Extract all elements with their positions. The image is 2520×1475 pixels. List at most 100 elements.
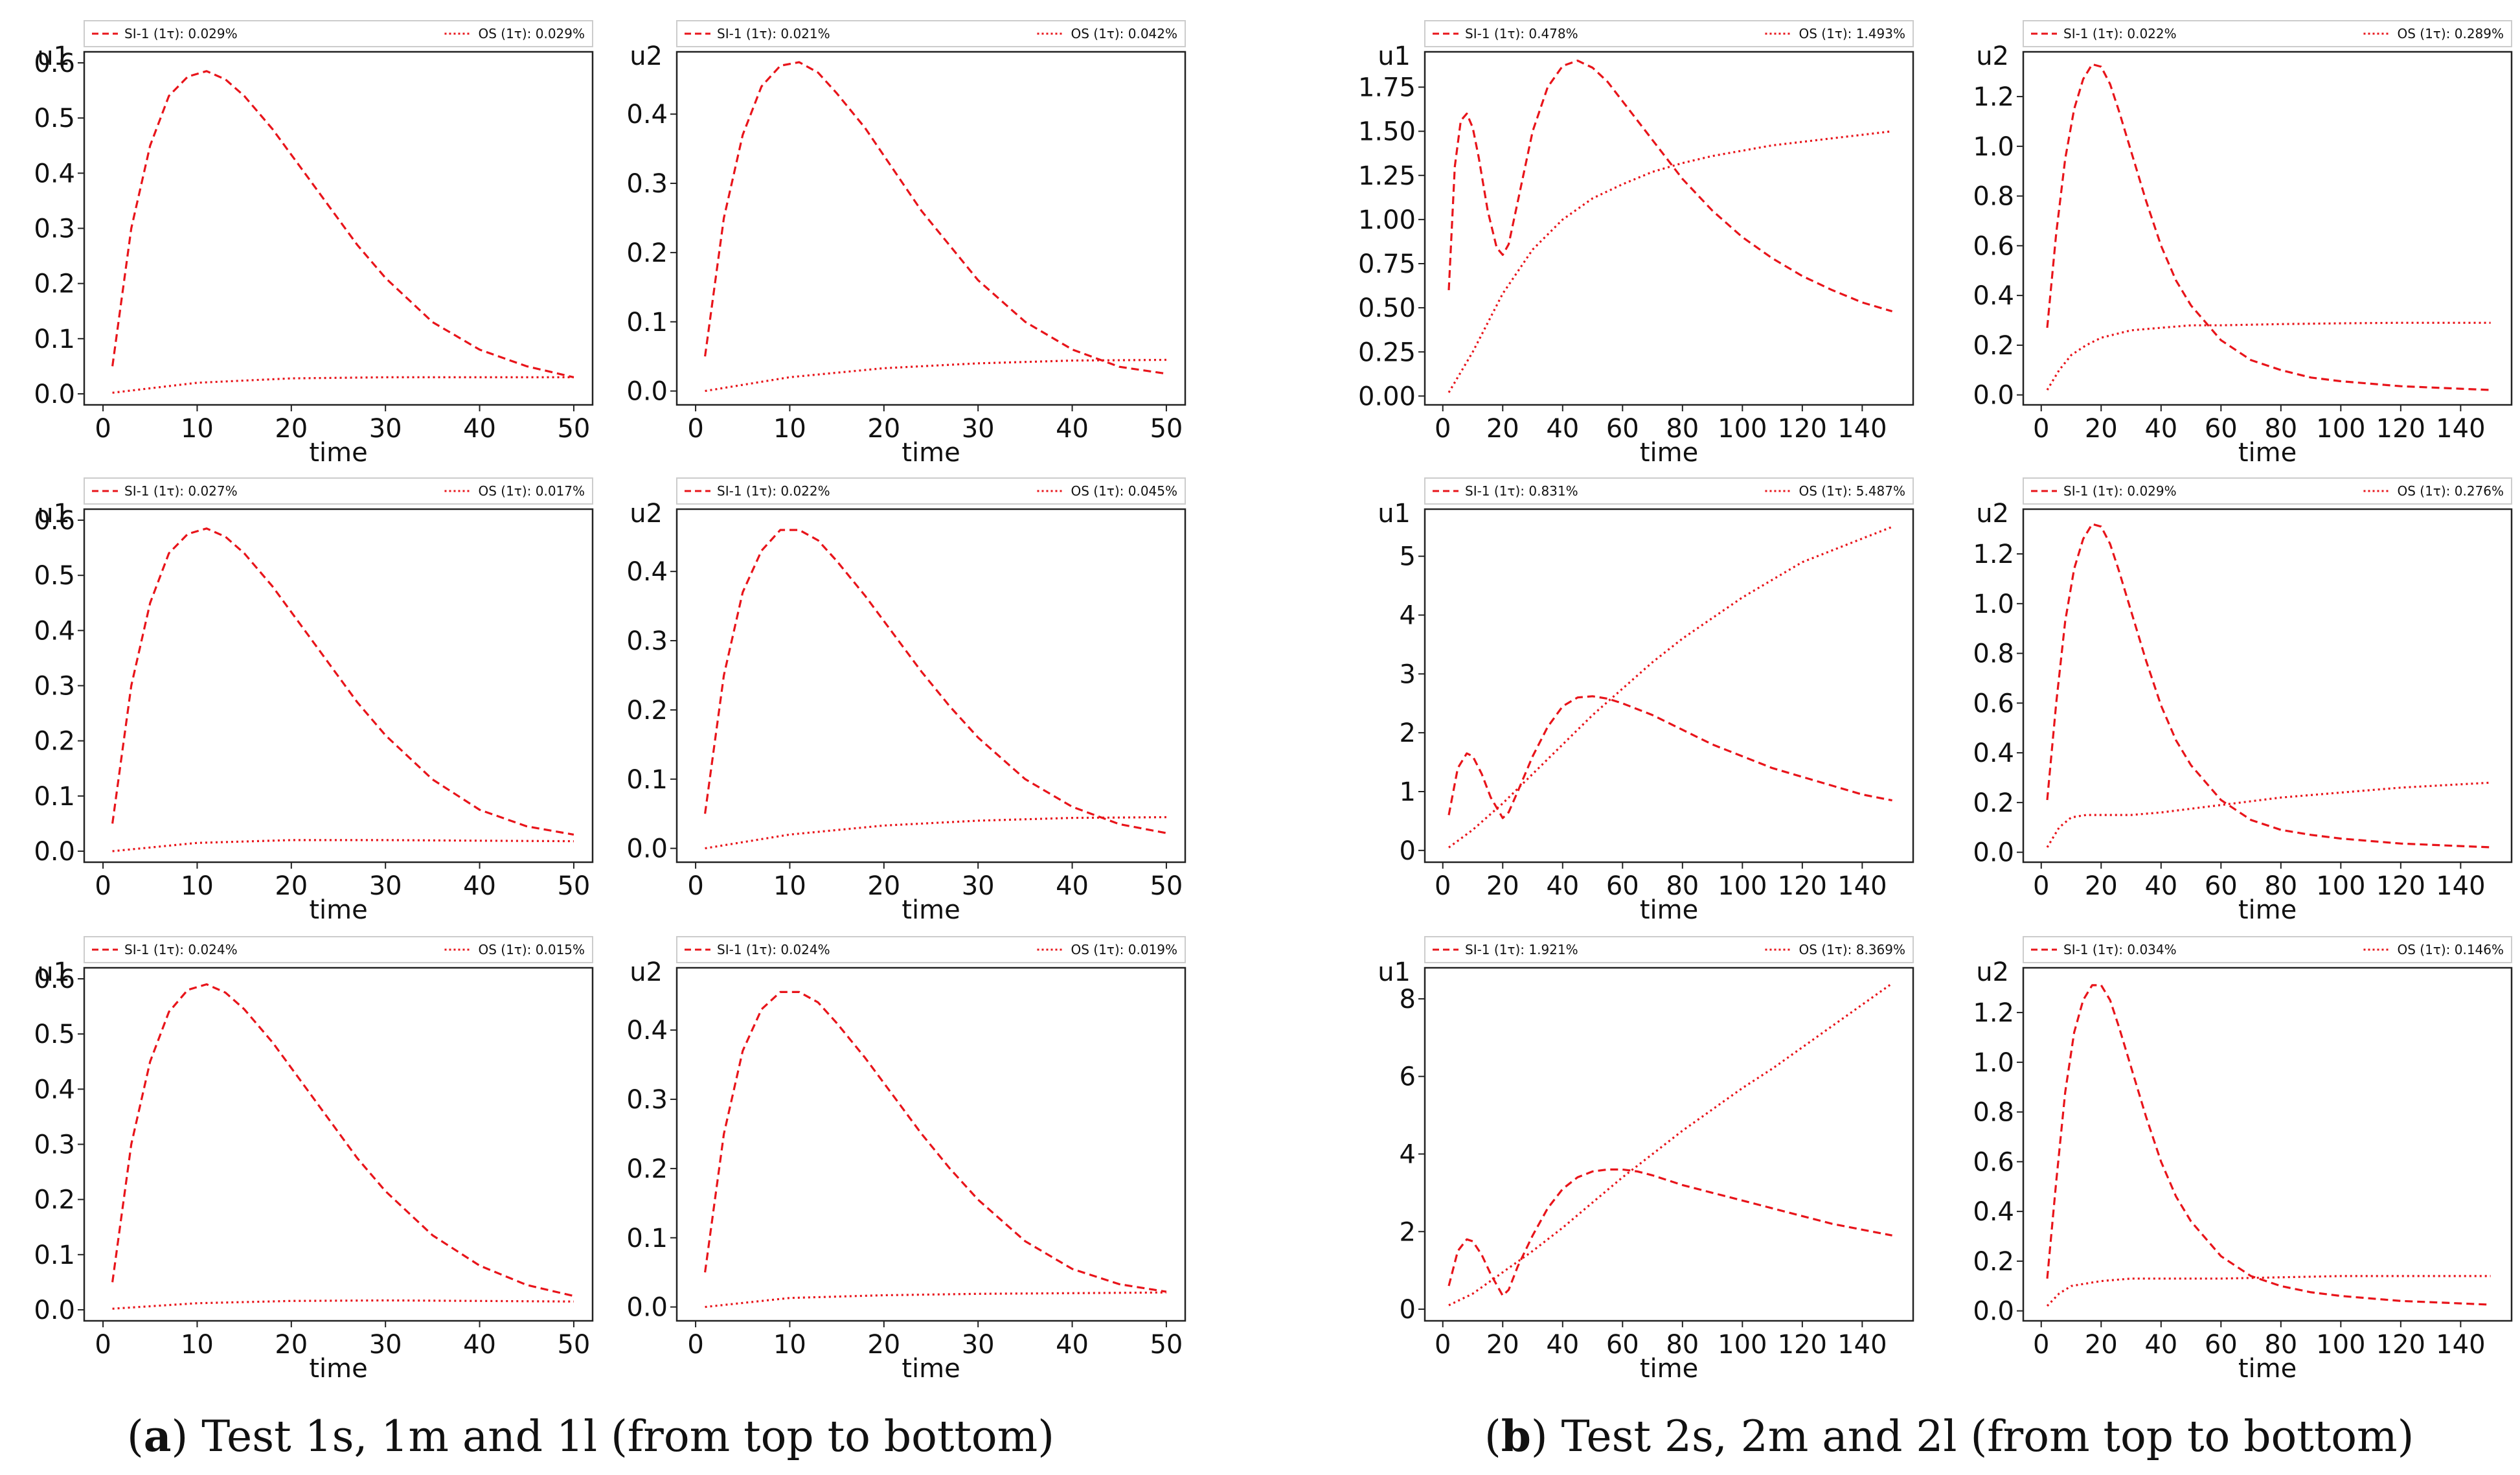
x-tick-label: 60 xyxy=(2205,1330,2238,1360)
y-axis-label: u2 xyxy=(1976,499,2009,529)
legend-si-label: SI-1 (1τ): 1.921% xyxy=(1465,942,1578,957)
legend-si-label: SI-1 (1τ): 0.034% xyxy=(2063,942,2177,957)
legend-box xyxy=(1424,477,1914,505)
x-tick-label: 40 xyxy=(1546,871,1579,901)
x-axis-label: time xyxy=(902,895,960,925)
x-tick-label: 100 xyxy=(1718,414,1767,444)
y-tick-label: 1.0 xyxy=(1973,132,2014,162)
y-tick-label: 0.6 xyxy=(1973,231,2014,261)
y-tick-label: 0.2 xyxy=(626,238,668,268)
x-tick-label: 20 xyxy=(867,1330,900,1360)
chart-a1u1: SI-1 (1τ): 0.029% OS (1τ): 0.029% 0 10 20 30 4… xyxy=(34,20,594,468)
x-tick-label: 40 xyxy=(1056,414,1089,444)
y-tick-label: 0.0 xyxy=(34,380,75,409)
y-tick-label: 0.1 xyxy=(34,782,75,812)
y-axis-label: u1 xyxy=(1378,499,1411,529)
plot-frame xyxy=(2022,508,2513,863)
y-tick-label: 0.4 xyxy=(34,1075,75,1104)
x-tick-label: 0 xyxy=(687,871,703,901)
y-axis-label: u2 xyxy=(630,957,663,987)
legend-si-label: SI-1 (1τ): 0.022% xyxy=(717,483,830,499)
legend-box xyxy=(676,936,1186,963)
x-tick-label: 40 xyxy=(463,414,496,444)
y-axis-label: u1 xyxy=(1378,41,1411,71)
x-tick-label: 30 xyxy=(962,1330,995,1360)
x-tick-label: 40 xyxy=(1056,1330,1089,1360)
x-tick-label: 0 xyxy=(1435,414,1451,444)
legend-si-label: SI-1 (1τ): 0.478% xyxy=(1465,26,1578,41)
x-tick-label: 0 xyxy=(687,1330,703,1360)
legend-box xyxy=(676,20,1186,47)
caption-a-letter: a xyxy=(144,1411,172,1461)
x-axis-label: time xyxy=(309,1354,367,1384)
plot-frame xyxy=(1424,966,1914,1322)
plot-frame xyxy=(1424,51,1914,406)
x-tick-label: 20 xyxy=(1486,414,1519,444)
x-tick-label: 60 xyxy=(2205,414,2238,444)
series-line-si-1 xyxy=(111,527,574,836)
chart-a3u2: SI-1 (1τ): 0.024% OS (1τ): 0.019% 0 10 20 30 4… xyxy=(626,936,1186,1384)
x-tick-label: 0 xyxy=(1435,871,1451,901)
y-tick-label: 0.3 xyxy=(34,672,75,702)
series-line-si-1 xyxy=(704,529,1167,834)
legend-box xyxy=(84,20,593,47)
x-tick-label: 40 xyxy=(463,1330,496,1360)
y-axis-label: u1 xyxy=(37,41,70,71)
legend-box xyxy=(2023,477,2512,505)
x-axis-label: time xyxy=(309,895,367,925)
x-tick-label: 0 xyxy=(1435,1330,1451,1360)
y-tick-label: 0.0 xyxy=(1973,1297,2014,1327)
y-tick-label: 0.4 xyxy=(1973,281,2014,311)
y-tick-label: 0.2 xyxy=(1973,1247,2014,1277)
series-line-os xyxy=(705,1291,1166,1309)
x-tick-label: 120 xyxy=(2376,871,2425,901)
chart-b2u1: SI-1 (1τ): 0.831% OS (1τ): 5.487%0 20 40 60 8… xyxy=(1378,477,1914,925)
x-tick-label: 60 xyxy=(1606,871,1639,901)
y-tick-label: 0.75 xyxy=(1358,249,1416,279)
y-tick-label: 4 xyxy=(1400,1139,1416,1169)
legend-os-label: OS (1τ): 1.493% xyxy=(1799,26,1905,41)
series-line-os xyxy=(705,358,1166,393)
y-tick-label: 1.00 xyxy=(1358,205,1416,235)
x-tick-label: 50 xyxy=(1150,871,1183,901)
x-axis-label: time xyxy=(2238,1354,2297,1384)
y-tick-label: 0.4 xyxy=(34,159,75,189)
legend-os-label: OS (1τ): 0.289% xyxy=(2397,26,2504,41)
x-tick-label: 10 xyxy=(773,1330,806,1360)
x-tick-label: 20 xyxy=(1486,871,1519,901)
x-tick-label: 140 xyxy=(1837,871,1887,901)
plot-frame xyxy=(1424,508,1914,863)
caption-a-text: Test 1s, 1m and 1l (from top to bottom) xyxy=(201,1412,1054,1461)
x-tick-label: 80 xyxy=(1666,414,1699,444)
y-tick-label: 4 xyxy=(1400,601,1416,631)
x-tick-label: 140 xyxy=(2436,871,2485,901)
legend-box xyxy=(1424,936,1914,963)
x-tick-label: 20 xyxy=(867,871,900,901)
y-tick-label: 0.4 xyxy=(626,557,668,587)
x-tick-label: 40 xyxy=(463,871,496,901)
x-tick-label: 20 xyxy=(275,871,308,901)
caption-b-text: Test 2s, 2m and 2l (from top to bottom) xyxy=(1561,1412,2414,1461)
series-line-os xyxy=(2046,1275,2491,1307)
plot-grid: SI-1 (1τ): 0.029% OS (1τ): 0.029%0 10 20 30 4… xyxy=(34,20,2513,1384)
y-tick-label: 6 xyxy=(1400,1062,1416,1092)
x-axis-label: time xyxy=(902,438,960,468)
x-tick-label: 20 xyxy=(275,1330,308,1360)
legend-box xyxy=(84,936,593,963)
series-line-si-1 xyxy=(704,990,1167,1293)
legend-os-label: OS (1τ): 0.276% xyxy=(2397,483,2504,499)
x-tick-label: 120 xyxy=(1778,871,1827,901)
x-axis-label: time xyxy=(1640,895,1698,925)
y-tick-label: 1 xyxy=(1400,777,1416,807)
y-tick-label: 0.0 xyxy=(626,834,668,864)
x-tick-label: 20 xyxy=(2085,414,2118,444)
x-tick-label: 20 xyxy=(1486,1330,1519,1360)
legend-os-label: OS (1τ): 0.017% xyxy=(478,483,585,499)
y-tick-label: 5 xyxy=(1400,542,1416,572)
y-tick-label: 0.1 xyxy=(34,325,75,354)
y-tick-label: 0.2 xyxy=(626,696,668,726)
y-tick-label: 0.6 xyxy=(34,49,75,78)
plot-frame xyxy=(2022,51,2513,406)
x-tick-label: 10 xyxy=(773,414,806,444)
